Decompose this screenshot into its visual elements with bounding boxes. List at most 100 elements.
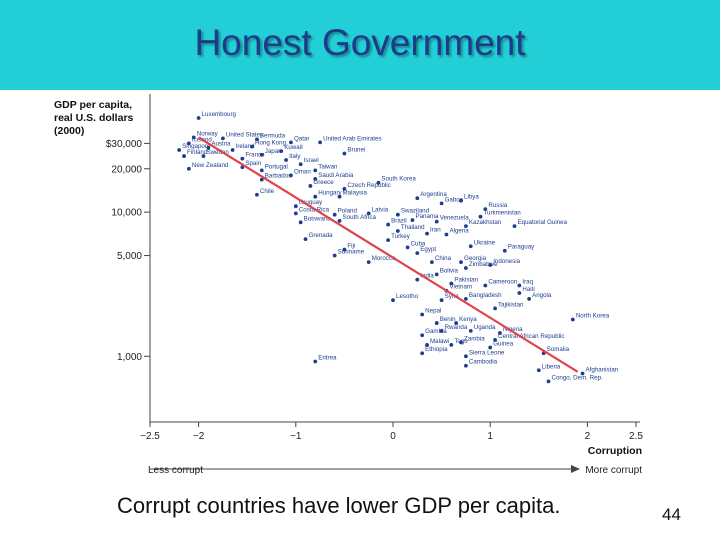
data-point — [468, 244, 473, 249]
point-label: Ireland — [236, 143, 255, 150]
point-label: Italy — [289, 153, 301, 160]
point-label: Luxembourg — [202, 111, 237, 118]
point-label: Iraq — [522, 278, 533, 285]
data-point — [186, 166, 191, 171]
data-point — [459, 340, 463, 345]
data-point — [517, 283, 522, 288]
x-tick-label: 2.5 — [629, 431, 643, 442]
data-point — [464, 297, 468, 301]
point-label: Botswana — [304, 215, 332, 222]
x-axis-label: Corruption — [588, 445, 642, 457]
data-point — [386, 238, 391, 242]
point-label: Somalia — [547, 346, 570, 353]
point-label: Congo, Dem. Rep. — [552, 374, 604, 381]
point-label: Suriname — [338, 249, 365, 256]
data-point — [177, 148, 182, 152]
point-label: Kuwait — [284, 144, 303, 151]
y-ticks: $30,000 20,000 10,000 5,000 1,000 — [106, 139, 150, 363]
data-point — [293, 211, 298, 216]
point-label: Guinea — [493, 341, 514, 348]
point-label: Morocco — [372, 255, 396, 262]
point-label: Argentina — [420, 191, 447, 198]
data-point — [201, 154, 206, 158]
data-point — [454, 321, 459, 325]
data-point — [313, 194, 318, 199]
point-label: Uruguay — [299, 199, 323, 206]
data-point — [425, 231, 429, 236]
data-point — [191, 135, 196, 140]
data-point — [420, 312, 425, 317]
point-label: Taiwan — [318, 163, 338, 170]
point-label: Ukraine — [474, 239, 496, 246]
corruption-arrow — [150, 465, 580, 473]
point-label: Togo — [454, 338, 468, 345]
point-label: Latvia — [372, 206, 389, 213]
x-tick-label: −2.5 — [140, 431, 160, 442]
slide-caption: Corrupt countries have lower GDP per cap… — [117, 493, 561, 518]
data-point — [313, 168, 318, 173]
point-label: Haiti — [522, 286, 534, 293]
data-point — [493, 306, 497, 311]
page-number: 44 — [662, 505, 681, 524]
data-point — [259, 152, 264, 157]
data-point — [439, 298, 444, 303]
data-point — [308, 184, 313, 188]
data-point — [434, 219, 439, 224]
point-label: Rwanda — [445, 324, 468, 331]
point-label: Barbados — [265, 173, 292, 180]
point-label: Bangladesh — [469, 292, 502, 299]
point-label: Qatar — [294, 135, 309, 142]
point-label: South Korea — [381, 176, 416, 183]
data-point — [488, 345, 493, 350]
data-point — [298, 220, 303, 225]
point-label: Poland — [338, 208, 358, 215]
point-label: Fiji — [347, 243, 355, 250]
point-label: Iran — [430, 227, 441, 234]
data-point — [313, 177, 318, 181]
data-point — [420, 351, 425, 356]
point-label: South Africa — [343, 214, 377, 221]
trend-line — [198, 136, 579, 373]
data-point — [255, 137, 259, 142]
point-label: Paraguay — [508, 244, 535, 251]
point-label: Venezuela — [440, 215, 469, 222]
y-axis-label-line: real U.S. dollars — [54, 112, 134, 124]
point-label: Greece — [313, 179, 334, 186]
y-tick-label: 10,000 — [111, 208, 142, 219]
point-label: France — [245, 152, 265, 159]
point-label: Malawi — [430, 338, 449, 345]
data-point — [240, 156, 245, 161]
data-point — [376, 180, 381, 185]
data-point — [464, 266, 468, 270]
data-point — [415, 251, 420, 255]
data-point — [405, 245, 410, 250]
point-label: Turkey — [391, 233, 411, 240]
data-point — [570, 317, 575, 322]
data-point — [517, 291, 522, 295]
point-label: Sweden — [206, 149, 229, 156]
data-point — [332, 253, 337, 258]
point-label: Georgia — [464, 255, 487, 262]
data-point — [298, 162, 303, 167]
point-label: Cuba — [411, 240, 426, 247]
data-point — [512, 224, 517, 229]
point-label: Tajikistan — [498, 301, 524, 308]
data-point — [468, 329, 473, 333]
point-label: Brunei — [347, 147, 365, 154]
point-label: Uganda — [474, 324, 496, 331]
point-label: Austria — [211, 141, 231, 148]
x-tick-label: −1 — [290, 431, 302, 442]
y-axis-label-line: (2000) — [54, 125, 84, 137]
data-point — [527, 297, 531, 301]
data-point — [546, 379, 551, 384]
data-point — [332, 212, 337, 217]
data-point — [342, 151, 347, 156]
point-label: Singapore — [182, 143, 211, 150]
title-banner — [0, 0, 720, 90]
point-label: Equatorial Guinea — [518, 219, 568, 226]
x-ticks: −2.5 −2 −1 0 1 2 2.5 — [140, 422, 643, 442]
data-point — [206, 145, 211, 150]
x-tick-label: 1 — [487, 431, 493, 442]
point-label: Thailand — [401, 224, 425, 231]
